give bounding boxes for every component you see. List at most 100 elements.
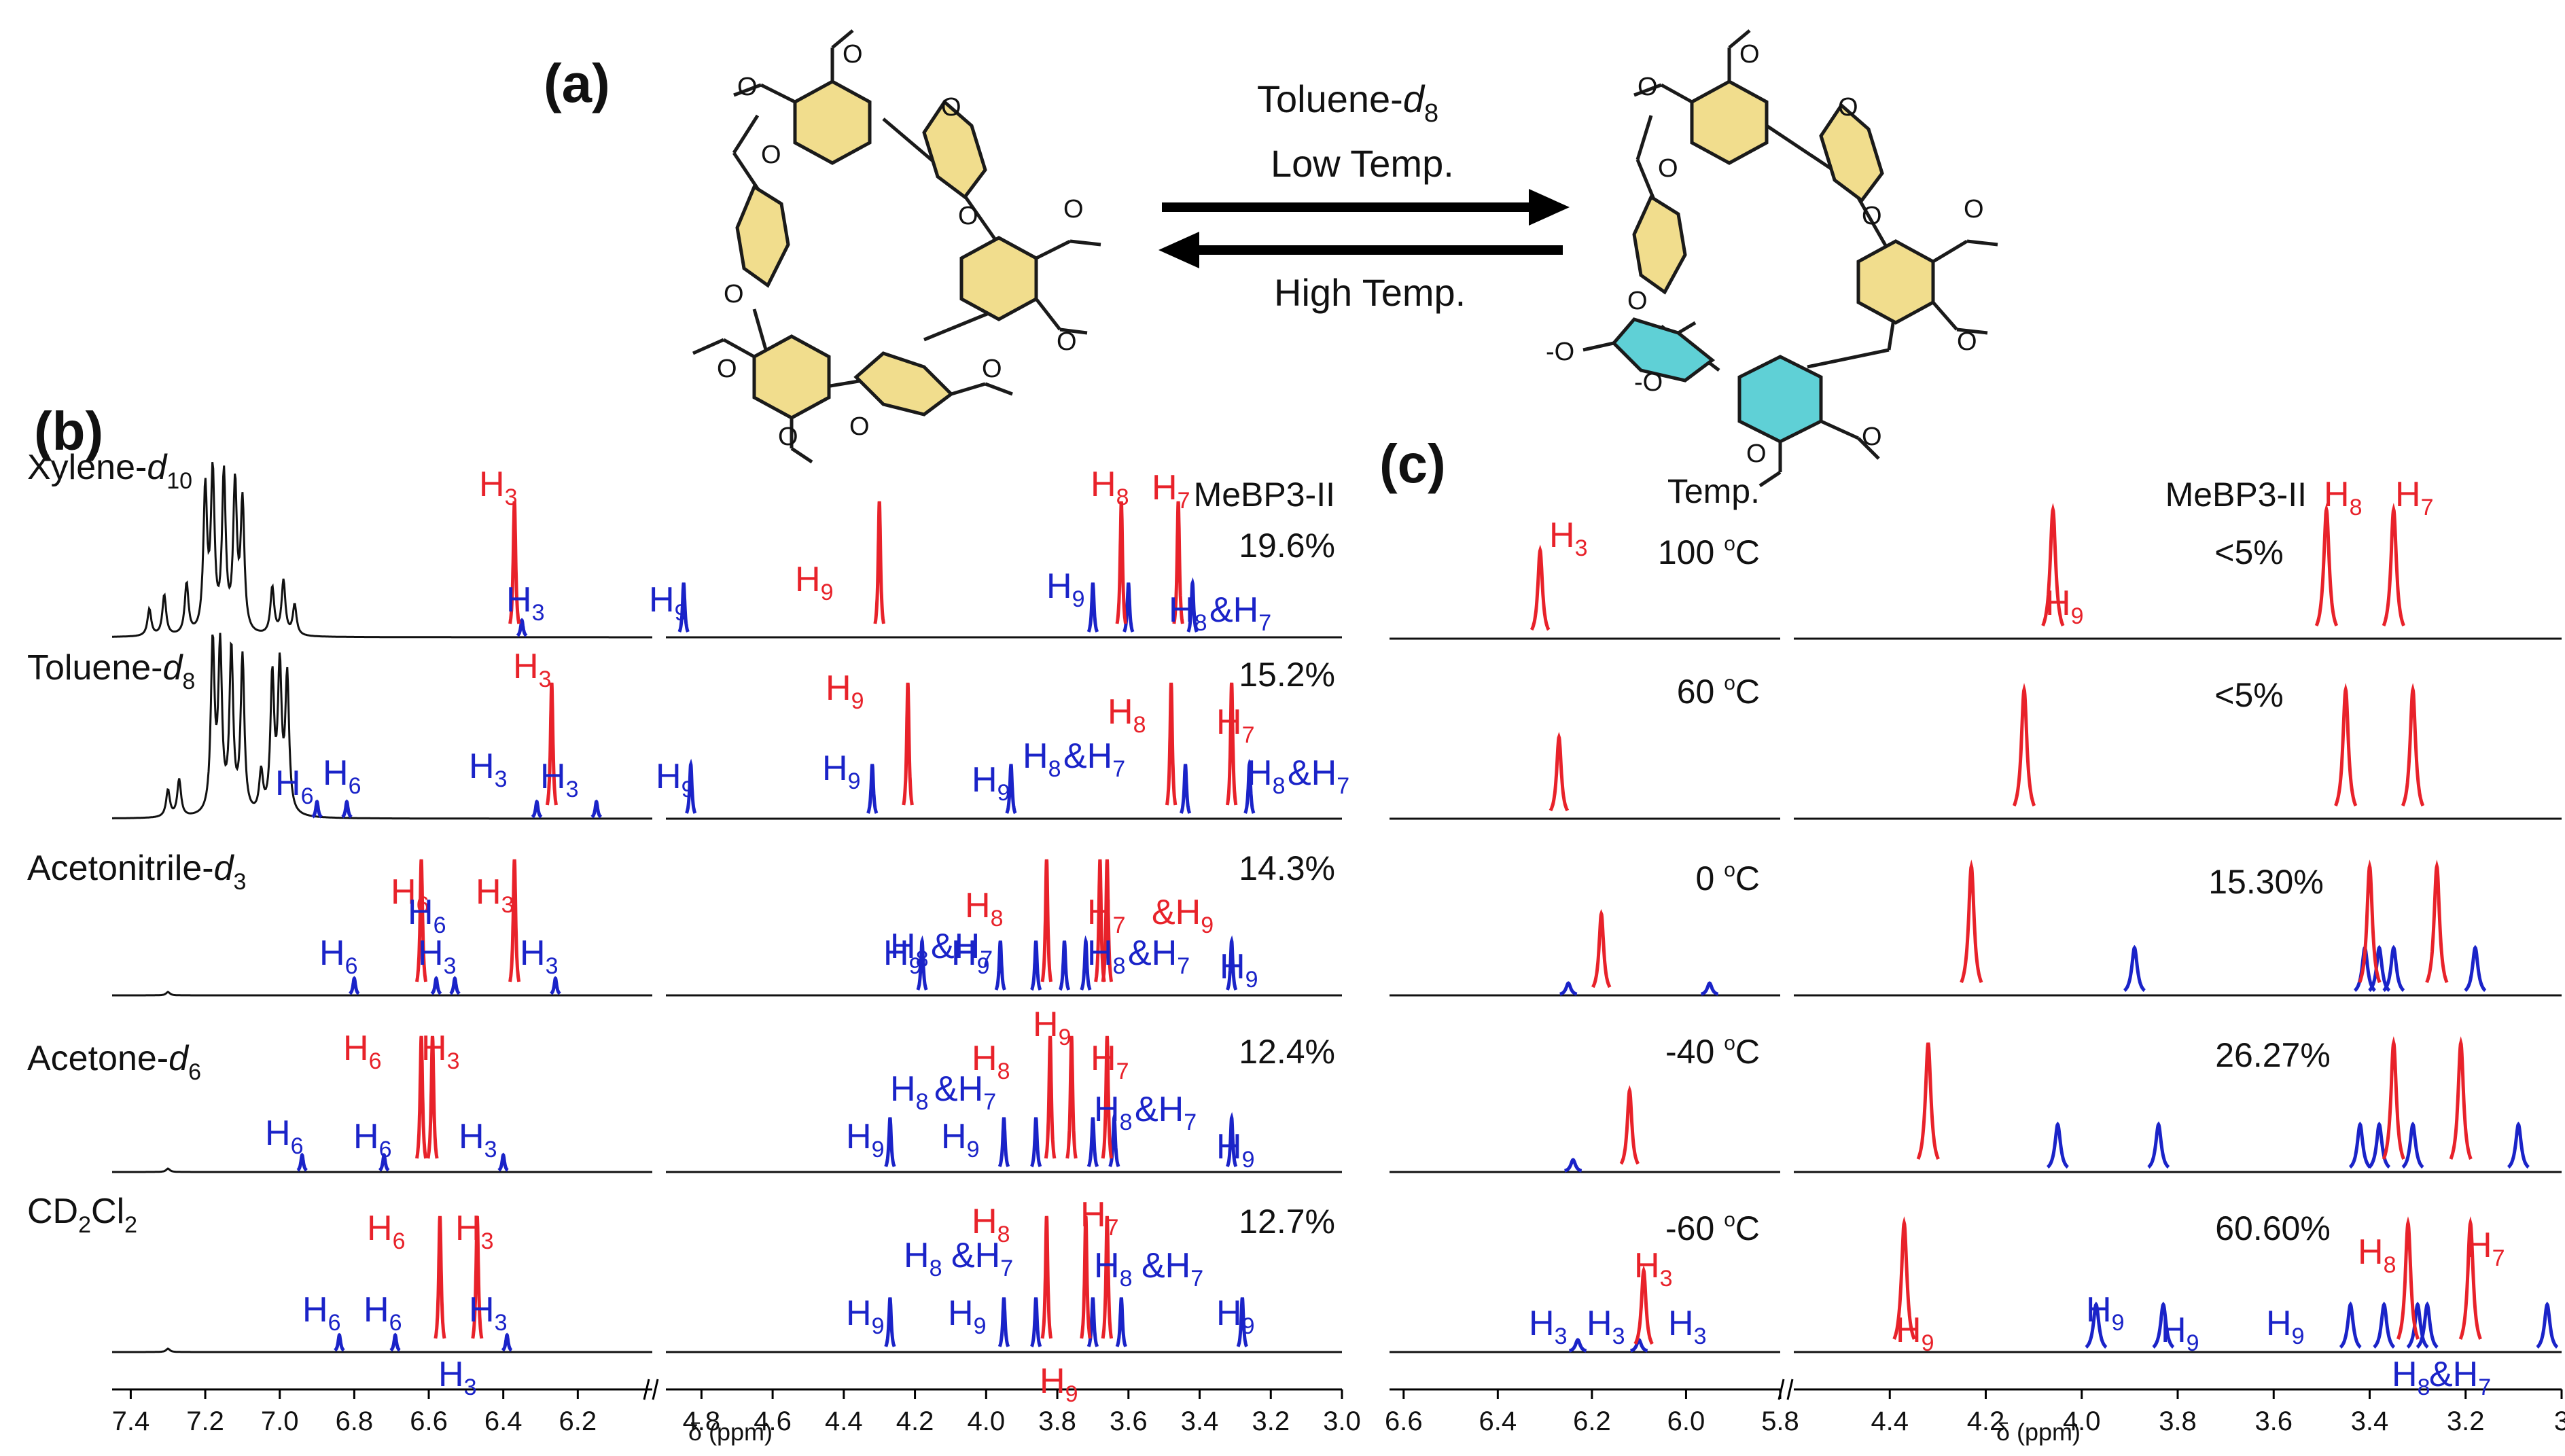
solvent-label: Toluene-d8: [27, 648, 195, 694]
spectrum-peak-minor: [1080, 935, 1092, 991]
x-axis-label: δ (ppm): [1996, 1418, 2081, 1446]
methoxy-oxygen: O: [1057, 327, 1077, 356]
spectrum-peak-minor: [590, 799, 603, 819]
peak-label: H6: [265, 1114, 303, 1159]
ring-cyan: [1611, 317, 1716, 383]
percent-label: <5%: [2214, 533, 2283, 571]
methoxy-oxygen: O: [761, 141, 781, 169]
methoxy-oxygen: O: [1638, 73, 1658, 101]
ring-yellow: [959, 236, 1038, 321]
spectrum-peak-major: [1619, 1085, 1640, 1165]
spectrum-peak-minor: [389, 1332, 401, 1352]
peak-label: H6: [323, 753, 361, 799]
spectrum-peak-major: [1080, 1215, 1092, 1339]
spectrum-peak-minor: [1179, 764, 1192, 814]
spectrum-peak-major: [2012, 683, 2036, 806]
peak-label: H9: [1040, 1362, 1078, 1407]
peak-label: H6: [408, 893, 446, 938]
peak-label: &H7: [1209, 590, 1271, 636]
x-tick-label: 5.8: [1761, 1406, 1799, 1436]
spectrum-peak-major: [1040, 1215, 1053, 1339]
panel-label-b: (b): [34, 401, 103, 461]
ring-yellow: [735, 184, 790, 288]
spectrum-peak-minor: [334, 1332, 345, 1352]
spectrum-peak-minor: [2085, 1301, 2108, 1349]
ring-yellow: [1856, 239, 1935, 325]
peak-label: H7: [1152, 468, 1190, 514]
percent-label: 26.27%: [2215, 1036, 2331, 1074]
solvent-label: Acetonitrile-d3: [27, 849, 246, 895]
methoxy-oxygen: O: [778, 423, 798, 451]
spectrum-peak-major: [2401, 683, 2425, 806]
peak-label: &H7: [931, 927, 993, 972]
spectrum-peak-minor: [311, 799, 323, 819]
spectrum-peak-minor: [2416, 1301, 2439, 1349]
spectrum-aromatic-baseline: [112, 1347, 652, 1353]
peak-label: H8: [1094, 1246, 1132, 1292]
macrocycle-left-oxygens: O O O O O O O O O O O O: [717, 40, 1084, 451]
x-tick-label: 6.8: [336, 1406, 374, 1436]
peak-label: H6: [275, 764, 313, 809]
spectrum-aromatic-baseline: [112, 462, 652, 639]
methoxy-oxygen: O: [1957, 327, 1977, 356]
peak-label: H3: [1668, 1304, 1706, 1349]
spectrum-peak-major: [2334, 683, 2358, 806]
peak-label: H7: [2466, 1226, 2505, 1271]
ring-yellow: [922, 99, 987, 200]
spectrum-peak-major: [2425, 859, 2449, 983]
peak-label: H9: [1216, 1294, 1254, 1339]
peak-label: H3: [479, 465, 517, 510]
x-tick-label: 4.4: [1871, 1406, 1909, 1436]
spectrum-peak-minor: [2464, 944, 2487, 992]
spectrum-peak-minor: [2406, 1301, 2429, 1349]
x-tick-label: 4.6: [754, 1406, 792, 1436]
peak-label: H3: [418, 934, 456, 979]
spectrum-peak-major: [1044, 1035, 1057, 1159]
peak-label: H9: [1033, 1005, 1071, 1050]
x-axis-label: δ (ppm): [688, 1418, 773, 1446]
x-tick-label: 3.2: [2447, 1406, 2485, 1436]
spectrum-peak-minor: [1086, 1117, 1099, 1167]
chart-solvent-spectra: 7.4 7.2 7.0 6.8 6.6 6.4 6.2 4.8 4.6 4.4 4.2 4.0 3.8 3…: [27, 448, 1361, 1446]
axis-break: [652, 1379, 659, 1400]
macrocycle-left: [692, 29, 1101, 464]
temperature-label: 100 oC: [1658, 533, 1760, 571]
peak-label: H9: [948, 1294, 986, 1339]
peak-label: &H7: [934, 1069, 996, 1115]
peak-label: H8: [972, 1039, 1010, 1084]
spectrum-aromatic-baseline: [112, 1167, 652, 1173]
percent-label: <5%: [2214, 676, 2283, 714]
x-tick-label: 7.0: [261, 1406, 299, 1436]
spectrum-peak-minor: [1122, 582, 1135, 633]
spectrum-peak-minor: [2348, 1121, 2371, 1169]
spectrum-peak-minor: [2339, 1301, 2362, 1349]
peak-label: &H7: [951, 1236, 1013, 1281]
peak-label: H3: [421, 1029, 459, 1074]
spectrum-aromatic-baseline: [112, 633, 652, 820]
peak-label: H7: [1091, 1039, 1129, 1084]
peak-label: H9: [656, 757, 694, 802]
peak-label: H9: [2266, 1304, 2304, 1349]
spectrum-peak-major: [2449, 1036, 2473, 1160]
spectrum-peak-minor: [1030, 1297, 1042, 1348]
spectrum-peak-major: [2458, 1216, 2482, 1340]
peak-label: &H9: [1152, 893, 1214, 938]
spectrum-peak-minor: [1559, 981, 1578, 996]
spectrum-peak-minor: [2401, 1121, 2424, 1169]
ring-yellow: [793, 79, 872, 165]
spectrum-peak-major: [1172, 501, 1184, 624]
methoxy-oxygen: O: [941, 93, 961, 122]
ring-yellow: [1632, 194, 1687, 295]
peak-label: H9: [846, 1294, 884, 1339]
peak-label: H9: [649, 580, 687, 626]
x-tick-label: 3.6: [2254, 1406, 2293, 1436]
peak-label: H8: [1169, 590, 1207, 636]
axis-break: [1777, 1379, 1785, 1400]
column-header: MeBP3-II: [2165, 476, 2307, 514]
methoxy-oxygen: O: [1862, 423, 1882, 451]
peak-label: H8: [972, 1202, 1010, 1247]
ring-yellow: [1819, 103, 1884, 203]
spectrum-peak-major: [415, 859, 428, 982]
peak-label: H8: [1091, 465, 1129, 510]
